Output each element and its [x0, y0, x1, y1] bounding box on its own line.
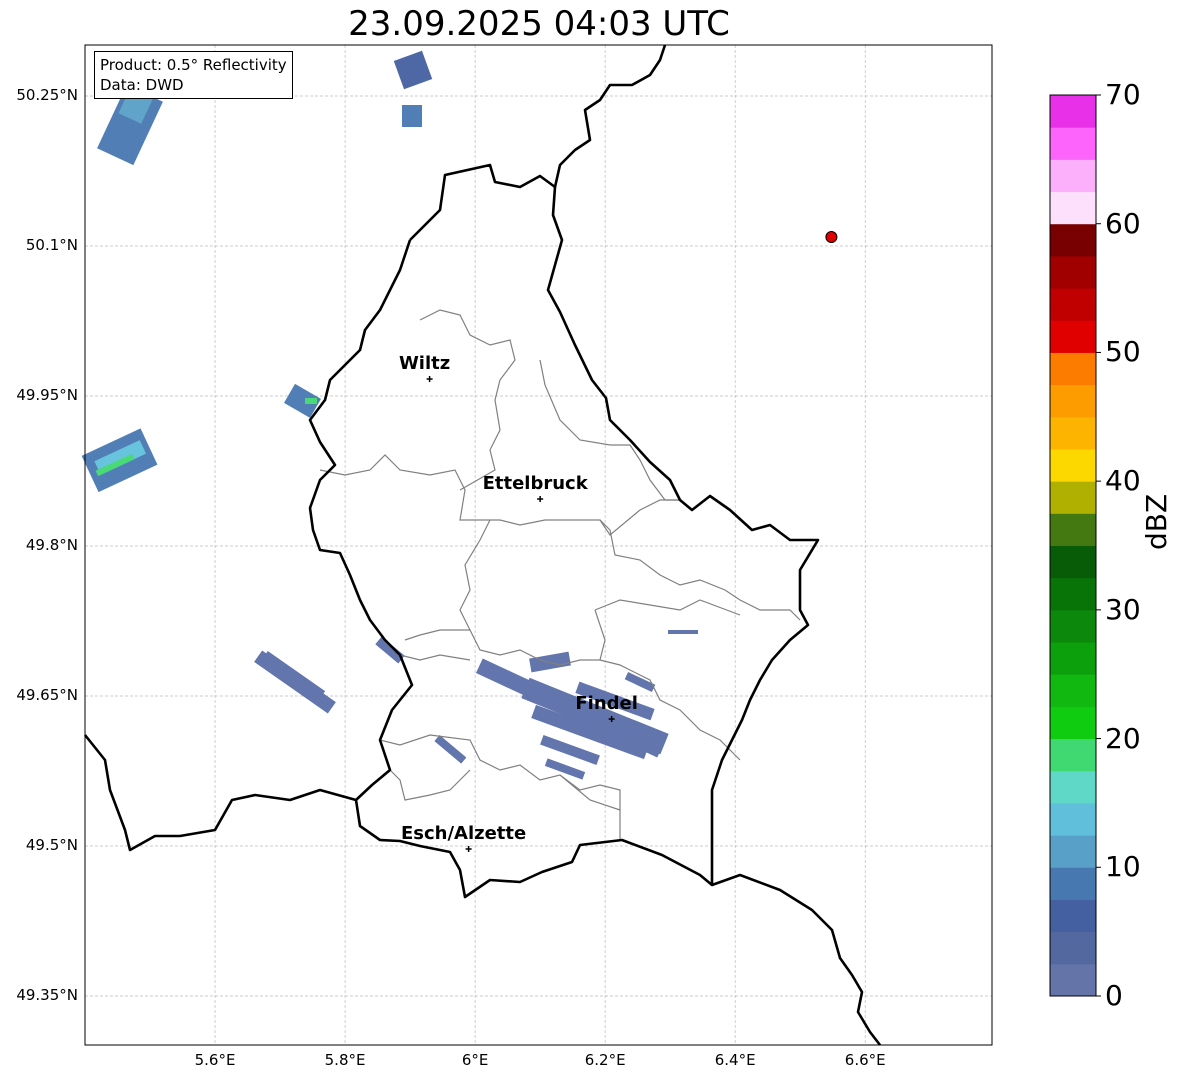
lat-tick-label: 49.5°N	[25, 836, 78, 854]
city-label: Wiltz	[399, 353, 450, 374]
colorbar-bin	[1050, 963, 1096, 997]
lon-tick-label: 6.2°E	[584, 1051, 626, 1069]
colorbar-bin	[1050, 513, 1096, 546]
city-marker-icon	[537, 496, 544, 502]
colorbar-frame	[1049, 94, 1097, 997]
colorbar-tick-label: 0	[1105, 979, 1123, 1012]
colorbar-bin	[1050, 159, 1096, 193]
lat-tick-label: 49.95°N	[16, 386, 78, 404]
colorbar-bin	[1050, 416, 1096, 450]
colorbar-tick-label: 40	[1105, 464, 1141, 498]
colorbar-bin	[1050, 352, 1096, 386]
colorbar-tick-label: 50	[1105, 335, 1141, 369]
lat-tick-label: 49.35°N	[16, 986, 78, 1004]
colorbar-bin	[1050, 577, 1096, 611]
colorbar-bin	[1050, 127, 1096, 160]
lat-tick-label: 49.65°N	[16, 686, 78, 704]
colorbar-bin	[1050, 223, 1096, 257]
colorbar-bin	[1050, 95, 1096, 128]
radar-echoes	[81, 50, 698, 780]
colorbar-tick-label: 10	[1105, 850, 1141, 884]
colorbar-bin	[1050, 609, 1096, 643]
legend-data-source: Data: DWD	[100, 76, 184, 94]
map-frame	[84, 44, 993, 1046]
colorbar-bin	[1050, 706, 1096, 740]
city-label: Esch/Alzette	[401, 823, 526, 844]
lon-tick-label: 6.6°E	[844, 1051, 886, 1069]
country-borders	[83, 44, 882, 1046]
gridlines	[85, 45, 992, 1045]
city-marker-icon	[426, 376, 433, 382]
radar-site-marker	[825, 231, 838, 243]
legend-product: Product: 0.5° Reflectivity	[100, 56, 287, 74]
colorbar-bin	[1050, 835, 1096, 868]
lat-tick-label: 50.25°N	[16, 86, 78, 104]
map-title: 23.09.2025 04:03 UTC	[348, 4, 730, 44]
city-label: Ettelbruck	[483, 473, 589, 494]
colorbar-bin	[1050, 448, 1096, 482]
colorbar-bin	[1050, 288, 1096, 321]
lat-tick-label: 49.8°N	[25, 536, 78, 554]
colorbar-tick-label: 20	[1105, 721, 1141, 755]
lon-tick-label: 6°E	[461, 1051, 489, 1069]
colorbar-bin	[1050, 674, 1096, 707]
colorbar-bin	[1050, 770, 1096, 804]
lat-tick-label: 50.1°N	[25, 236, 78, 254]
colorbar-bin	[1050, 931, 1096, 965]
colorbar-bin	[1050, 255, 1096, 289]
city-markers: Wiltz Ettelbruck Findel Esch/Alzette	[399, 353, 638, 852]
colorbar-tick-label: 60	[1105, 206, 1141, 240]
city-marker-icon	[465, 846, 472, 852]
colorbar-bin	[1050, 545, 1096, 579]
lon-tick-label: 5.8°E	[324, 1051, 366, 1069]
colorbar-bin	[1050, 899, 1096, 933]
colorbar-bin	[1050, 867, 1096, 900]
colorbar-bin	[1050, 738, 1096, 772]
colorbar-bin	[1050, 384, 1096, 418]
colorbar-tick-label: 70	[1105, 78, 1141, 111]
city-label: Findel	[575, 693, 638, 714]
city-marker-icon	[608, 716, 615, 722]
lon-tick-label: 6.4°E	[714, 1051, 756, 1069]
colorbar-bin	[1050, 802, 1096, 836]
colorbar	[1049, 94, 1101, 997]
colorbar-bin	[1050, 481, 1096, 514]
colorbar-label: dBZ	[1140, 493, 1173, 550]
colorbar-bin	[1050, 191, 1096, 225]
product-legend: Product: 0.5° Reflectivity Data: DWD	[94, 51, 293, 99]
colorbar-bin	[1050, 642, 1096, 675]
colorbar-bin	[1050, 320, 1096, 353]
lon-tick-label: 5.6°E	[194, 1051, 236, 1069]
canton-borders	[319, 309, 801, 840]
colorbar-tick-label: 30	[1105, 592, 1141, 626]
